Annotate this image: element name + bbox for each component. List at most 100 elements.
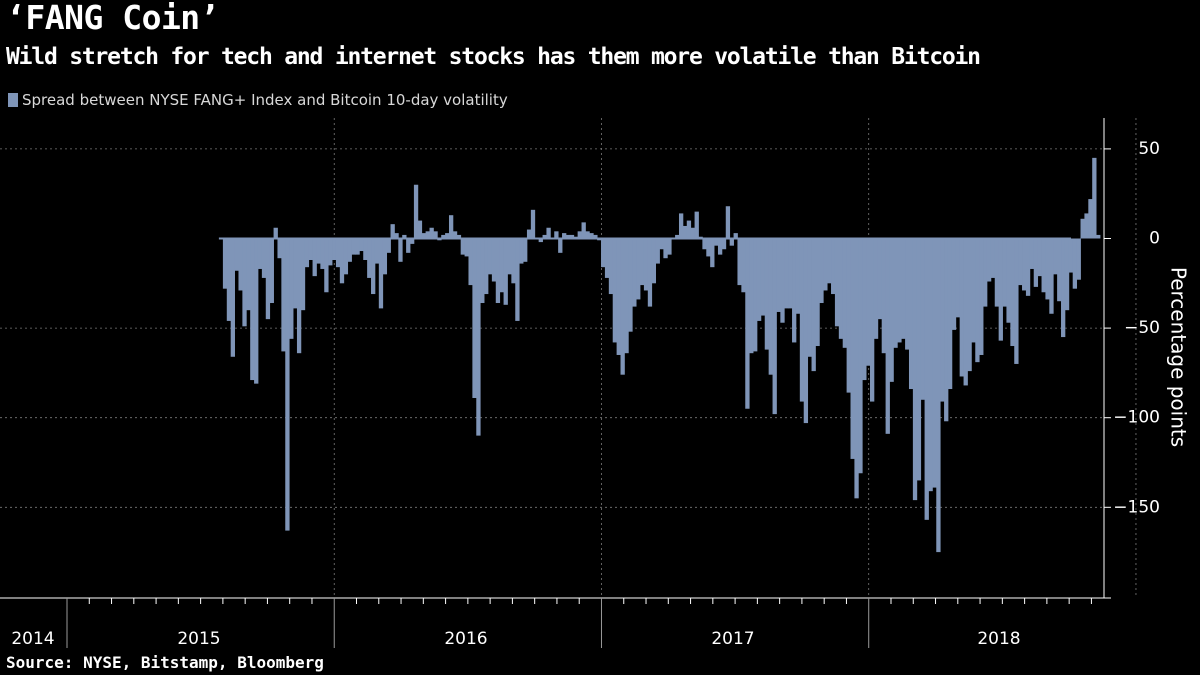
bar-series xyxy=(218,157,1101,553)
bar xyxy=(1092,157,1097,239)
bar xyxy=(795,238,801,314)
bar xyxy=(959,238,964,377)
bar xyxy=(721,238,727,250)
bar xyxy=(823,238,828,291)
bar xyxy=(257,238,263,269)
bar xyxy=(562,233,567,239)
bar xyxy=(1045,238,1050,300)
bar xyxy=(222,238,228,289)
bar xyxy=(328,238,333,266)
bar xyxy=(612,238,618,343)
bar xyxy=(507,238,512,275)
zero-baseline xyxy=(218,237,1071,240)
bar xyxy=(1029,238,1035,269)
bar xyxy=(799,238,805,402)
bar xyxy=(912,238,918,501)
y-tick-label: 50 xyxy=(1138,139,1160,159)
bar xyxy=(963,238,968,386)
bar xyxy=(741,238,746,293)
bar xyxy=(749,238,754,354)
bar xyxy=(273,227,278,239)
bar xyxy=(1018,238,1023,286)
bar xyxy=(780,238,785,323)
bar xyxy=(659,238,664,250)
bar xyxy=(873,238,879,339)
bar xyxy=(390,224,395,239)
bar xyxy=(523,238,528,262)
bar xyxy=(1080,218,1085,239)
bar xyxy=(936,238,941,553)
bar xyxy=(1061,238,1066,338)
bar xyxy=(616,238,621,355)
bar xyxy=(495,238,501,304)
bar xyxy=(382,238,388,275)
bar xyxy=(889,238,894,382)
bar xyxy=(753,238,758,352)
bar xyxy=(694,211,699,239)
bar xyxy=(640,238,645,286)
bar xyxy=(515,238,520,321)
bar xyxy=(421,233,426,239)
bar xyxy=(402,234,407,239)
bar xyxy=(1049,238,1054,314)
bar xyxy=(916,238,922,481)
bar xyxy=(834,238,840,327)
bar xyxy=(998,238,1003,341)
bar xyxy=(589,233,594,239)
bar xyxy=(678,213,684,239)
bar xyxy=(359,238,364,252)
bar xyxy=(897,238,902,343)
bar xyxy=(304,238,310,268)
bar xyxy=(803,238,809,424)
bar xyxy=(480,238,485,304)
bar xyxy=(729,238,734,246)
bar xyxy=(838,238,844,339)
bar xyxy=(374,238,380,264)
bar xyxy=(226,238,232,321)
bar xyxy=(394,233,399,239)
bar xyxy=(445,233,450,239)
bar xyxy=(464,238,469,257)
bar xyxy=(569,234,575,239)
bar xyxy=(940,238,945,402)
chart-title: ‘FANG Coin’ xyxy=(6,0,220,37)
x-tick-label: 2015 xyxy=(177,629,220,649)
bar xyxy=(858,238,863,474)
bar xyxy=(281,238,286,352)
bar xyxy=(1084,213,1089,239)
bar xyxy=(332,238,337,260)
bar xyxy=(460,238,465,255)
bar xyxy=(788,238,793,309)
bar xyxy=(425,231,430,239)
bar xyxy=(870,238,875,402)
bar xyxy=(335,238,341,268)
bar xyxy=(269,238,274,304)
bar xyxy=(312,238,317,277)
bar xyxy=(983,238,988,307)
bar xyxy=(565,234,571,239)
bar xyxy=(967,238,972,372)
bar xyxy=(690,227,695,239)
bar xyxy=(429,227,434,239)
y-tick-label: −150 xyxy=(1113,497,1160,517)
chart-subtitle: Wild stretch for tech and internet stock… xyxy=(6,44,981,70)
bar xyxy=(452,231,458,239)
bar xyxy=(1068,238,1074,273)
bar xyxy=(702,238,707,250)
bar xyxy=(881,238,886,354)
bar xyxy=(320,238,325,269)
bar xyxy=(815,238,820,347)
bar xyxy=(663,238,668,259)
bar xyxy=(308,238,313,260)
bar xyxy=(920,238,925,400)
bar xyxy=(928,238,933,492)
bar xyxy=(530,209,536,239)
bar xyxy=(772,238,777,415)
bar xyxy=(745,238,750,409)
bar xyxy=(238,238,243,291)
bar xyxy=(468,238,473,286)
bar xyxy=(601,238,606,268)
bar xyxy=(854,238,859,499)
bar xyxy=(456,234,462,239)
bar xyxy=(351,238,356,255)
